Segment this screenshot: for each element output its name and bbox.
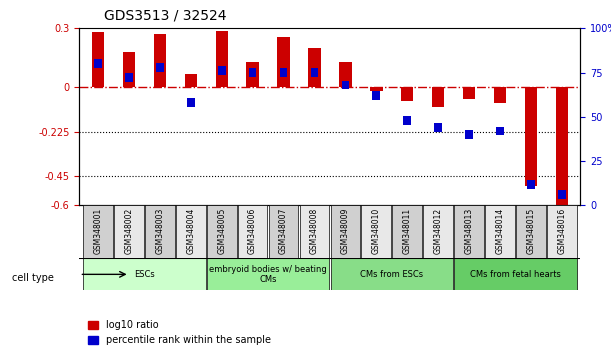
Bar <box>310 68 318 77</box>
Text: GSM348010: GSM348010 <box>372 208 381 254</box>
Bar <box>525 87 537 185</box>
Bar <box>92 32 104 87</box>
Text: GSM348002: GSM348002 <box>125 208 133 254</box>
FancyBboxPatch shape <box>516 205 546 258</box>
Bar <box>558 190 566 199</box>
FancyBboxPatch shape <box>547 205 577 258</box>
Bar <box>494 87 507 103</box>
Text: GSM348009: GSM348009 <box>341 208 350 255</box>
Text: GSM348001: GSM348001 <box>93 208 103 254</box>
Bar <box>218 67 225 75</box>
Text: GSM348003: GSM348003 <box>155 208 164 255</box>
Text: ESCs: ESCs <box>134 270 155 279</box>
Bar <box>403 116 411 125</box>
Bar <box>465 130 473 139</box>
Bar <box>187 98 195 107</box>
FancyBboxPatch shape <box>392 205 422 258</box>
Text: embryoid bodies w/ beating
CMs: embryoid bodies w/ beating CMs <box>209 265 327 284</box>
Bar <box>527 180 535 188</box>
FancyBboxPatch shape <box>83 205 113 258</box>
Bar <box>309 48 321 87</box>
Text: GSM348006: GSM348006 <box>248 208 257 255</box>
FancyBboxPatch shape <box>331 205 360 258</box>
Bar <box>496 127 504 136</box>
FancyBboxPatch shape <box>362 205 391 258</box>
Text: cell type: cell type <box>12 273 54 283</box>
FancyBboxPatch shape <box>423 205 453 258</box>
FancyBboxPatch shape <box>485 205 515 258</box>
FancyBboxPatch shape <box>238 205 268 258</box>
Bar <box>370 87 382 91</box>
Bar <box>246 62 259 87</box>
Bar <box>94 59 102 68</box>
Bar <box>463 87 475 99</box>
Bar <box>156 63 164 72</box>
Text: CMs from fetal hearts: CMs from fetal hearts <box>470 270 561 279</box>
FancyBboxPatch shape <box>331 258 453 290</box>
Text: GSM348007: GSM348007 <box>279 208 288 255</box>
Text: GSM348012: GSM348012 <box>434 208 443 254</box>
Bar <box>434 123 442 132</box>
FancyBboxPatch shape <box>454 205 484 258</box>
FancyBboxPatch shape <box>207 258 329 290</box>
Bar <box>342 81 349 90</box>
Bar <box>280 68 287 77</box>
Text: GSM348011: GSM348011 <box>403 208 412 254</box>
Text: GSM348015: GSM348015 <box>527 208 535 254</box>
Bar <box>153 34 166 87</box>
Text: GSM348013: GSM348013 <box>464 208 474 254</box>
FancyBboxPatch shape <box>176 205 206 258</box>
Bar <box>125 74 133 82</box>
Bar <box>373 91 380 100</box>
Bar <box>216 31 228 87</box>
FancyBboxPatch shape <box>269 205 298 258</box>
Text: GSM348014: GSM348014 <box>496 208 505 254</box>
Bar <box>401 87 414 101</box>
FancyBboxPatch shape <box>454 258 577 290</box>
Bar <box>123 52 135 87</box>
Bar <box>339 62 351 87</box>
FancyBboxPatch shape <box>114 205 144 258</box>
Text: GDS3513 / 32524: GDS3513 / 32524 <box>104 9 227 23</box>
Bar <box>277 37 290 87</box>
Text: GSM348008: GSM348008 <box>310 208 319 254</box>
Bar <box>249 68 257 77</box>
Bar <box>185 74 197 87</box>
Text: CMs from ESCs: CMs from ESCs <box>360 270 423 279</box>
Bar <box>556 87 568 205</box>
Text: GSM348016: GSM348016 <box>557 208 566 254</box>
FancyBboxPatch shape <box>83 258 206 290</box>
Legend: log10 ratio, percentile rank within the sample: log10 ratio, percentile rank within the … <box>84 316 274 349</box>
Bar <box>432 87 444 107</box>
Text: GSM348004: GSM348004 <box>186 208 196 255</box>
FancyBboxPatch shape <box>207 205 236 258</box>
FancyBboxPatch shape <box>299 205 329 258</box>
FancyBboxPatch shape <box>145 205 175 258</box>
Text: GSM348005: GSM348005 <box>217 208 226 255</box>
